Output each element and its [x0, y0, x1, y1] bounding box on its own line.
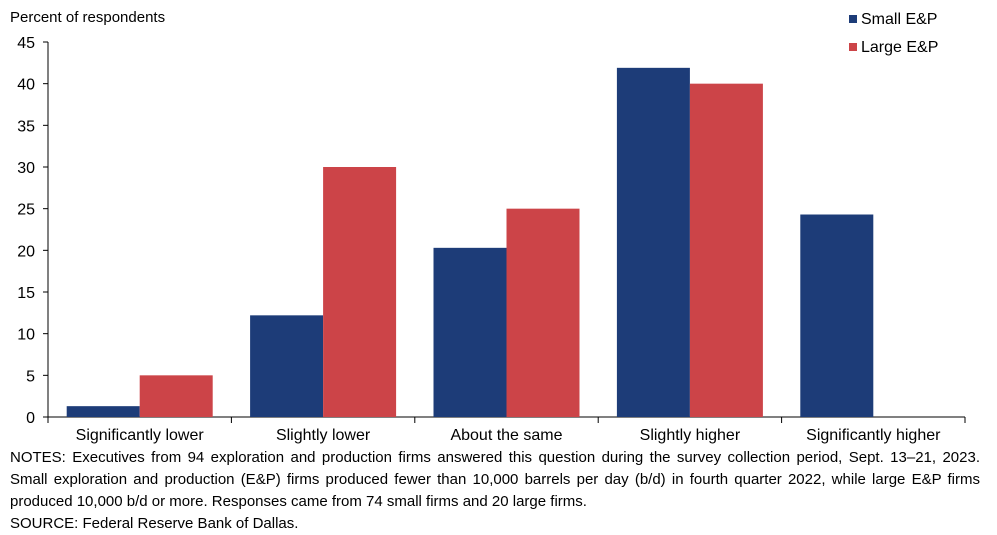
legend-swatch: [849, 43, 857, 51]
x-tick-label: Significantly higher: [806, 427, 941, 444]
legend-label: Small E&P: [861, 11, 937, 28]
x-tick-label: Slightly higher: [640, 427, 741, 444]
y-tick-label: 45: [17, 35, 35, 52]
y-axis-title: Percent of respondents: [10, 9, 165, 26]
x-tick-label: Significantly lower: [76, 427, 205, 444]
source-text: SOURCE: Federal Reserve Bank of Dallas.: [10, 515, 299, 532]
y-tick-label: 35: [17, 118, 35, 135]
legend-label: Large E&P: [861, 39, 938, 56]
x-axis: Significantly lower Slightly lower About t…: [47, 416, 966, 444]
bars-group: [66, 67, 874, 418]
y-tick-label: 10: [17, 327, 35, 344]
y-tick-label: 30: [17, 160, 35, 177]
y-tick-label: 0: [26, 410, 35, 427]
bar-chart: Percent of respondents 0 5 10 15 20 25 30 35 40 4…: [10, 9, 966, 444]
bar-small-e-p-2: [433, 247, 507, 417]
bar-small-e-p-3: [616, 67, 690, 417]
bar-small-e-p-4: [800, 214, 874, 417]
y-tick-label: 25: [17, 202, 35, 219]
x-tick-label: Slightly lower: [276, 427, 371, 444]
bar-small-e-p-1: [250, 315, 324, 417]
bar-large-e-p-2: [506, 208, 580, 417]
notes-block: NOTES: Executives from 94 exploration an…: [10, 447, 980, 535]
y-axis: 0 5 10 15 20 25 30 35 40 45: [17, 35, 49, 427]
bar-small-e-p-0: [66, 406, 140, 417]
y-tick-label: 20: [17, 243, 35, 260]
bar-large-e-p-3: [689, 83, 763, 418]
y-tick-label: 5: [26, 368, 35, 385]
bar-large-e-p-0: [139, 375, 213, 417]
legend: Small E&P Large E&P: [849, 11, 938, 56]
x-tick-label: About the same: [450, 427, 562, 444]
notes-text: NOTES: Executives from 94 exploration an…: [10, 449, 980, 510]
legend-swatch: [849, 15, 857, 23]
bar-large-e-p-1: [323, 167, 397, 417]
y-tick-label: 40: [17, 77, 35, 94]
y-tick-label: 15: [17, 285, 35, 302]
